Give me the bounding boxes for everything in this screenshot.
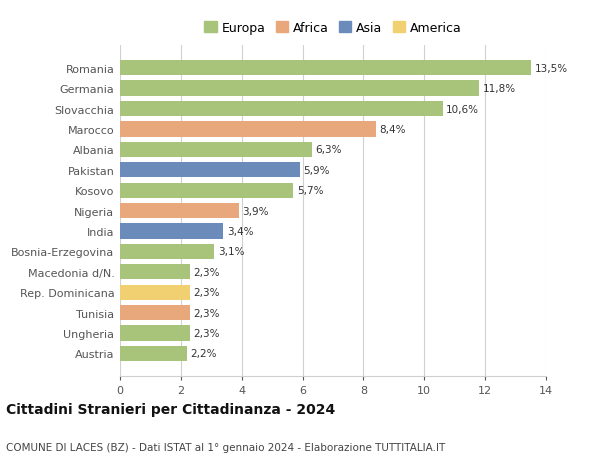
Bar — [120, 203, 239, 219]
Text: 5,7%: 5,7% — [297, 186, 323, 196]
Bar — [120, 122, 376, 137]
Text: COMUNE DI LACES (BZ) - Dati ISTAT al 1° gennaio 2024 - Elaborazione TUTTITALIA.I: COMUNE DI LACES (BZ) - Dati ISTAT al 1° … — [6, 442, 445, 452]
Bar — [120, 285, 190, 300]
Text: Cittadini Stranieri per Cittadinanza - 2024: Cittadini Stranieri per Cittadinanza - 2… — [6, 402, 335, 416]
Text: 10,6%: 10,6% — [446, 104, 479, 114]
Text: 11,8%: 11,8% — [483, 84, 516, 94]
Text: 2,3%: 2,3% — [194, 288, 220, 297]
Text: 5,9%: 5,9% — [303, 165, 329, 175]
Bar — [120, 81, 479, 96]
Text: 2,3%: 2,3% — [194, 308, 220, 318]
Text: 2,3%: 2,3% — [194, 328, 220, 338]
Text: 8,4%: 8,4% — [379, 125, 406, 134]
Bar — [120, 163, 299, 178]
Bar — [120, 326, 190, 341]
Text: 2,2%: 2,2% — [191, 349, 217, 359]
Bar — [120, 61, 531, 76]
Bar — [120, 142, 312, 158]
Bar — [120, 224, 223, 239]
Text: 3,4%: 3,4% — [227, 227, 254, 236]
Text: 6,3%: 6,3% — [316, 145, 342, 155]
Bar — [120, 264, 190, 280]
Bar — [120, 305, 190, 321]
Bar — [120, 183, 293, 198]
Text: 2,3%: 2,3% — [194, 267, 220, 277]
Legend: Europa, Africa, Asia, America: Europa, Africa, Asia, America — [202, 19, 464, 37]
Bar — [120, 101, 443, 117]
Text: 3,1%: 3,1% — [218, 247, 244, 257]
Bar — [120, 346, 187, 361]
Text: 3,9%: 3,9% — [242, 206, 269, 216]
Bar — [120, 244, 214, 259]
Text: 13,5%: 13,5% — [535, 63, 568, 73]
